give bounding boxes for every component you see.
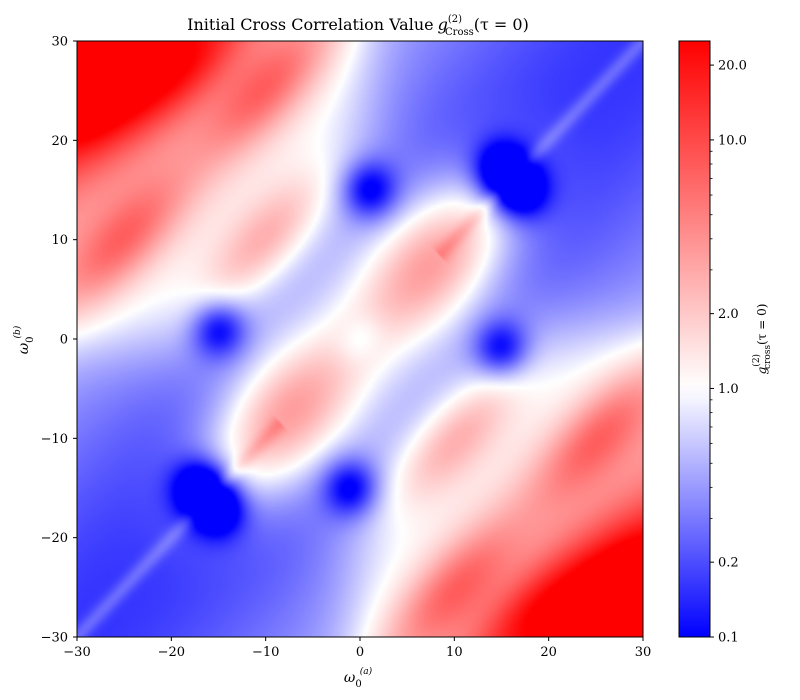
x-tick-label: −30 xyxy=(63,645,90,660)
chart-title-main: Initial Cross Correlation Value xyxy=(187,15,433,34)
y-tick-label: −20 xyxy=(41,531,68,546)
y-tick-label: 0 xyxy=(60,333,68,348)
chart-title: Initial Cross Correlation Value g(2) Cross… xyxy=(187,14,529,38)
x-tick-label: −20 xyxy=(158,645,185,660)
x-tick-label: 20 xyxy=(540,645,557,660)
x-axis-ticks: −30 −20 −10 0 10 20 30 xyxy=(63,637,651,660)
colorbar-tick-label: 20.0 xyxy=(718,59,747,74)
colorbar-tick-label: 0.1 xyxy=(718,631,739,646)
y-axis-label: ω0(b) xyxy=(12,325,36,354)
colorbar-tick-label: 0.2 xyxy=(718,556,739,571)
x-tick-label: −10 xyxy=(252,645,279,660)
y-tick-label: 10 xyxy=(51,233,68,248)
y-tick-label: −30 xyxy=(41,631,68,646)
y-tick-label: 30 xyxy=(51,35,68,50)
y-tick-label: −10 xyxy=(41,432,68,447)
colorbar-ticks: 0.1 0.2 1.0 2.0 10.0 20.0 xyxy=(710,59,747,646)
colorbar-tick-label: 10.0 xyxy=(718,133,747,148)
colorbar-tick-label: 2.0 xyxy=(718,307,739,322)
x-tick-label: 30 xyxy=(635,645,652,660)
x-tick-label: 10 xyxy=(446,645,463,660)
y-axis-ticks: −30 −20 −10 0 10 20 30 xyxy=(41,35,77,646)
colorbar-label: g(2)cross(τ = 0) xyxy=(751,304,773,375)
x-axis-label: ω0(a) xyxy=(344,666,373,690)
colorbar-tick-label: 1.0 xyxy=(718,382,739,397)
y-tick-label: 20 xyxy=(51,134,68,149)
colorbar xyxy=(678,40,711,638)
heatmap-image xyxy=(77,41,643,637)
x-tick-label: 0 xyxy=(356,645,364,660)
